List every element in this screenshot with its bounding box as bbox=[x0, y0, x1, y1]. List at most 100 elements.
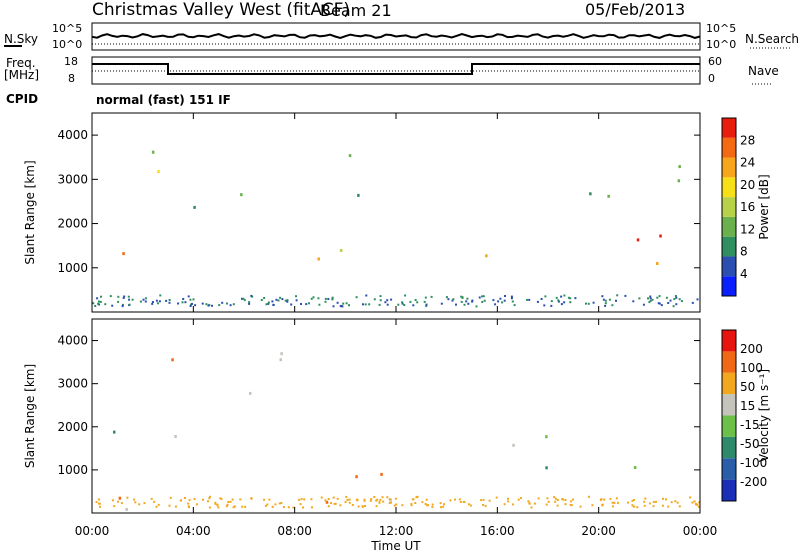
velocity-cell bbox=[348, 501, 351, 504]
velocity-cell bbox=[241, 505, 244, 508]
power-cell bbox=[279, 296, 282, 299]
power-cell bbox=[348, 154, 352, 158]
velocity-cell bbox=[346, 498, 349, 501]
power-cell bbox=[318, 303, 321, 306]
power-cell bbox=[540, 298, 543, 300]
velocity-cell bbox=[553, 496, 556, 499]
velocity-cell bbox=[134, 501, 137, 504]
velocity-cell bbox=[378, 501, 381, 504]
power-cell bbox=[265, 303, 268, 306]
velocity-cell bbox=[355, 498, 358, 501]
power-cell bbox=[128, 298, 131, 301]
velocity-cell bbox=[414, 502, 417, 504]
power-cell bbox=[386, 303, 389, 306]
power-cell bbox=[364, 303, 367, 306]
power-cell bbox=[131, 298, 134, 301]
velocity-cell bbox=[517, 498, 520, 501]
power-cell bbox=[543, 304, 546, 307]
power-cell bbox=[317, 297, 320, 300]
velocity-cell bbox=[667, 505, 670, 508]
velocity-cell bbox=[125, 507, 128, 511]
velocity-cell bbox=[231, 498, 234, 501]
power-cell bbox=[142, 298, 145, 301]
power-cell bbox=[416, 301, 419, 304]
velocity-cell bbox=[482, 498, 485, 501]
velocity-cell bbox=[530, 506, 533, 509]
velocity-cell bbox=[214, 502, 217, 505]
power-cell bbox=[317, 257, 320, 261]
power-cell bbox=[111, 304, 114, 307]
power-cell bbox=[121, 305, 124, 308]
power-cell bbox=[451, 299, 454, 302]
power-colorbar-tick: 8 bbox=[740, 245, 748, 259]
power-cell bbox=[92, 302, 95, 305]
velocity-cell bbox=[459, 501, 462, 503]
velocity-colorbar-swatch bbox=[722, 372, 736, 395]
xtick-label: 04:00 bbox=[176, 524, 211, 538]
velocity-colorbar-tick: 50 bbox=[740, 380, 755, 394]
velocity-cell bbox=[389, 501, 392, 504]
velocity-cell bbox=[393, 504, 396, 507]
velocity-colorbar-swatch bbox=[722, 330, 736, 352]
power-cell bbox=[467, 302, 470, 305]
power-cell bbox=[267, 301, 270, 304]
power-cell bbox=[592, 301, 595, 304]
velocity-cell bbox=[345, 495, 348, 498]
power-cell bbox=[638, 297, 641, 300]
power-cell bbox=[555, 296, 558, 299]
power-cell bbox=[656, 262, 659, 265]
velocity-cell bbox=[271, 505, 274, 508]
power-cell bbox=[569, 301, 572, 304]
velocity-cell bbox=[546, 497, 549, 500]
power-cell bbox=[151, 150, 155, 154]
power-cell bbox=[665, 296, 668, 299]
power-cell bbox=[263, 297, 266, 299]
power-cell bbox=[447, 298, 450, 301]
velocity-cell bbox=[187, 505, 190, 508]
velocity-cell bbox=[209, 495, 211, 498]
power-colorbar: 28 24 20 16 12 8 4 Power [dB] bbox=[721, 117, 771, 297]
power-cell bbox=[201, 302, 204, 305]
power-cell bbox=[151, 301, 154, 303]
velocity-cell bbox=[327, 498, 330, 500]
nsky-tick-bottom: 10^0 bbox=[52, 38, 83, 51]
power-cell bbox=[677, 179, 681, 183]
velocity-cell bbox=[698, 501, 701, 504]
velocity-cell bbox=[613, 501, 616, 504]
velocity-cell bbox=[527, 500, 530, 503]
power-cell bbox=[348, 304, 350, 307]
power-cell bbox=[362, 303, 364, 306]
power-cell bbox=[144, 297, 147, 300]
power-cell bbox=[587, 302, 590, 305]
power-cell bbox=[290, 303, 293, 306]
velocity-cell bbox=[495, 496, 498, 499]
velocity-cell bbox=[562, 498, 565, 501]
power-cell bbox=[424, 296, 427, 299]
power-cell bbox=[466, 297, 469, 300]
velocity-cell bbox=[643, 500, 646, 503]
power-cell bbox=[386, 299, 389, 302]
velocity-cell bbox=[554, 497, 557, 500]
velocity-cell bbox=[344, 501, 347, 504]
velocity-cell bbox=[458, 498, 461, 501]
velocity-cell bbox=[193, 498, 196, 500]
velocity-cell bbox=[363, 499, 366, 502]
velocity-cell bbox=[482, 504, 485, 506]
velocity-cell bbox=[361, 505, 364, 508]
velocity-cell bbox=[351, 504, 354, 506]
velocity-cell bbox=[415, 496, 418, 499]
velocity-cell bbox=[439, 502, 442, 505]
power-cell bbox=[657, 302, 660, 305]
power-cell bbox=[336, 301, 339, 304]
power-cell bbox=[452, 298, 455, 301]
freq-line bbox=[92, 63, 700, 75]
power-cell bbox=[295, 295, 297, 298]
velocity-cell bbox=[375, 505, 378, 508]
power-colorbar-swatch bbox=[722, 137, 736, 158]
power-band-6 bbox=[589, 192, 610, 198]
power-colorbar-label: Power [dB] bbox=[757, 174, 771, 239]
velocity-cell bbox=[184, 497, 186, 499]
velocity-cell bbox=[454, 498, 456, 501]
power-cell bbox=[184, 301, 187, 304]
power-cell bbox=[649, 295, 652, 298]
